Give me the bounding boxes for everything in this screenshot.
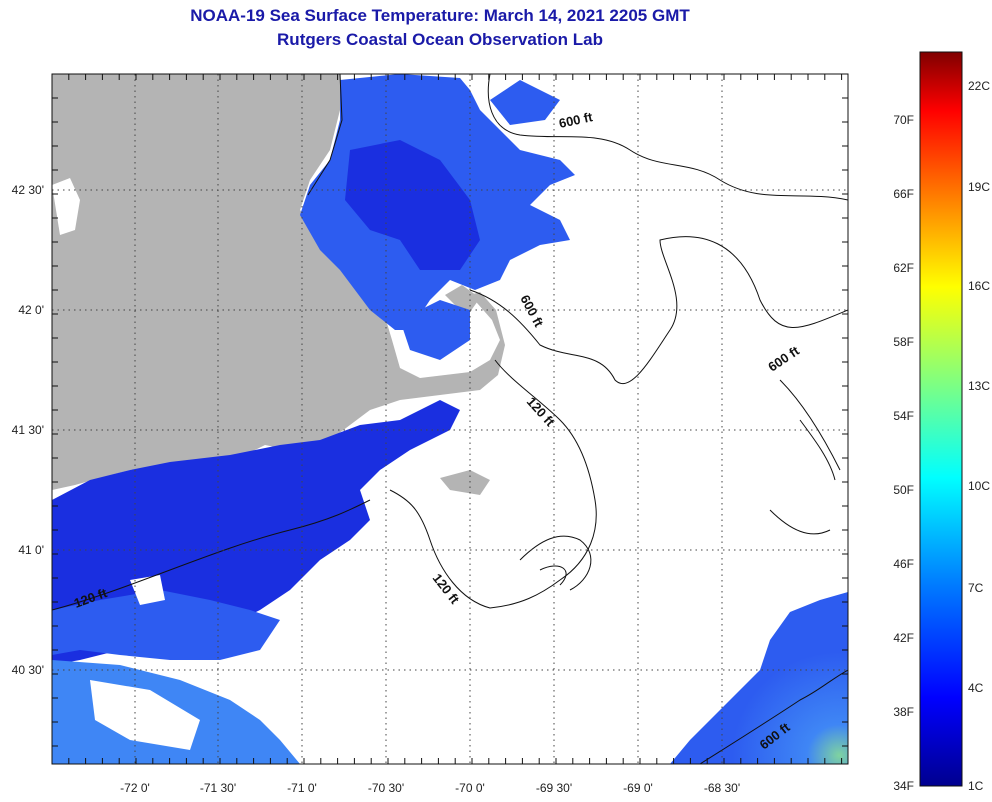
- map-frame: [51, 73, 849, 765]
- contour-600ft-southeast: [699, 669, 848, 764]
- ne-scatter-contours: [769, 379, 841, 535]
- lat-label: 42 30': [12, 183, 44, 197]
- map-subtitle: Rutgers Coastal Ocean Observation Lab: [277, 30, 603, 49]
- longitude-axis: -72 0' -71 30' -71 0' -70 30' -70 0' -69…: [120, 781, 740, 795]
- coastline-maine: [307, 74, 343, 196]
- sst-ne-patch: [490, 80, 560, 125]
- cloud-gap-1: [90, 680, 200, 750]
- lon-label: -71 30': [200, 781, 236, 795]
- cb-f-label: 34F: [893, 779, 914, 793]
- lon-label: -71 0': [287, 781, 317, 795]
- cb-c-label: 7C: [968, 581, 984, 595]
- cb-f-label: 46F: [893, 557, 914, 571]
- cloud-gap-3: [52, 178, 80, 235]
- contour-120ft-cape: [389, 359, 597, 609]
- cb-f-label: 70F: [893, 113, 914, 127]
- cb-c-label: 1C: [968, 779, 984, 793]
- latitude-axis: 42 30' 42 0' 41 30' 41 0' 40 30': [12, 183, 44, 677]
- sst-south-mid: [52, 590, 280, 660]
- colorbar: [919, 51, 963, 787]
- contour-120ft-south: [52, 499, 371, 611]
- contour-600ft-georges: [469, 236, 848, 384]
- lat-label: 41 0': [18, 543, 44, 557]
- contour-600ft-north: [487, 74, 848, 201]
- sst-gulf-cold-core: [345, 140, 480, 270]
- lon-label: -72 0': [120, 781, 150, 795]
- lat-label: 40 30': [12, 663, 44, 677]
- land-mainland: [52, 74, 505, 490]
- cb-c-label: 4C: [968, 681, 984, 695]
- lat-label: 42 0': [18, 303, 44, 317]
- cb-c-label: 22C: [968, 79, 990, 93]
- map-title: NOAA-19 Sea Surface Temperature: March 1…: [190, 6, 690, 25]
- cb-f-label: 38F: [893, 705, 914, 719]
- lon-label: -69 0': [623, 781, 653, 795]
- colorbar-fahrenheit-scale: 70F 66F 62F 58F 54F 50F 46F 42F 38F 34F: [893, 113, 914, 793]
- sst-cape-bay: [400, 300, 470, 360]
- sst-southeast-gulf-stream: [670, 592, 848, 764]
- cape-cod-hook: [445, 285, 480, 312]
- map-content: 600 ft 600 ft 600 ft 120 ft 120 ft 120 f…: [52, 74, 848, 764]
- bathymetry-contours: [52, 74, 848, 764]
- lon-label: -69 30': [536, 781, 572, 795]
- cb-f-label: 58F: [893, 335, 914, 349]
- cb-f-label: 42F: [893, 631, 914, 645]
- cb-c-label: 10C: [968, 479, 990, 493]
- lon-label: -70 0': [455, 781, 485, 795]
- cb-f-label: 50F: [893, 483, 914, 497]
- contour-label-600ft-north: 600 ft: [558, 109, 595, 131]
- lat-label: 41 30': [12, 423, 44, 437]
- lon-label: -70 30': [368, 781, 404, 795]
- cb-c-label: 13C: [968, 379, 990, 393]
- lon-label: -68 30': [704, 781, 740, 795]
- cb-f-label: 62F: [893, 261, 914, 275]
- cloud-gap-2: [130, 575, 165, 605]
- cb-c-label: 19C: [968, 180, 990, 194]
- georges-shoals: [519, 535, 592, 591]
- cb-f-label: 54F: [893, 409, 914, 423]
- cb-c-label: 16C: [968, 279, 990, 293]
- graticule: [52, 74, 848, 764]
- colorbar-celsius-scale: 22C 19C 16C 13C 10C 7C 4C 1C: [968, 79, 990, 793]
- axis-ticks: [51, 73, 848, 764]
- cb-f-label: 66F: [893, 187, 914, 201]
